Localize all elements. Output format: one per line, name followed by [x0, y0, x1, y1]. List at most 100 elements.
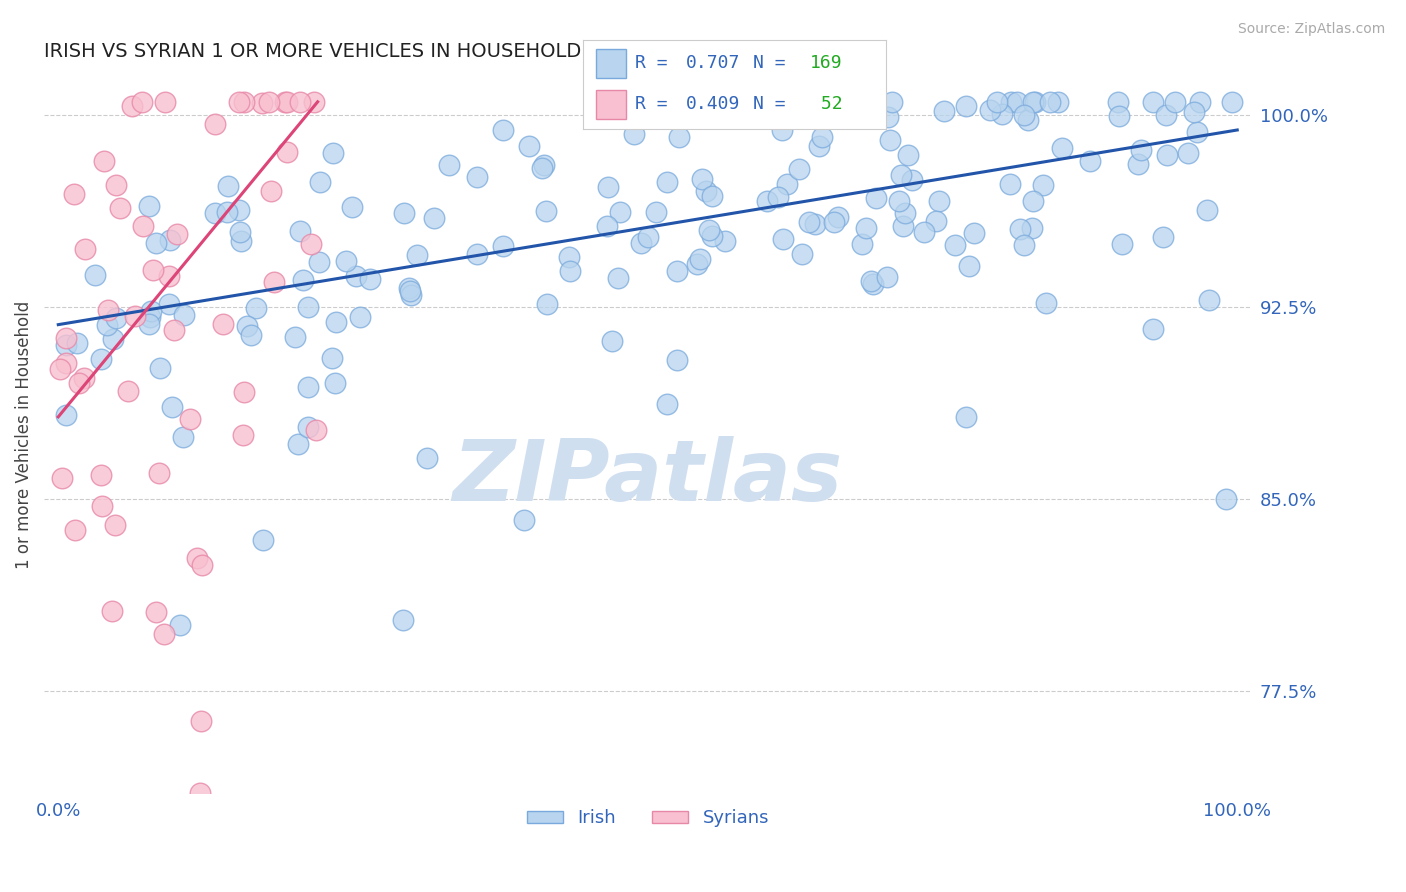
- Point: [284, 330, 307, 344]
- Point: [623, 127, 645, 141]
- Y-axis label: 1 or more Vehicles in Household: 1 or more Vehicles in Household: [15, 301, 32, 569]
- Point: [1010, 222, 1032, 236]
- Point: [252, 533, 274, 547]
- Point: [297, 300, 319, 314]
- Point: [689, 252, 711, 266]
- Point: [770, 123, 793, 137]
- Point: [790, 247, 813, 261]
- Point: [103, 332, 125, 346]
- Point: [839, 95, 862, 109]
- Point: [124, 309, 146, 323]
- Point: [305, 423, 328, 437]
- Point: [245, 301, 267, 315]
- Point: [302, 95, 325, 109]
- Point: [236, 318, 259, 333]
- Point: [290, 95, 312, 109]
- Text: 169: 169: [810, 54, 842, 72]
- Point: [1215, 491, 1237, 506]
- Point: [423, 211, 446, 225]
- Point: [702, 189, 724, 203]
- Point: [1039, 95, 1062, 109]
- Point: [229, 234, 252, 248]
- Point: [141, 304, 163, 318]
- Point: [157, 269, 180, 284]
- Point: [84, 268, 107, 282]
- Point: [1164, 95, 1187, 109]
- Point: [465, 247, 488, 261]
- Point: [204, 117, 226, 131]
- Point: [876, 110, 898, 124]
- Point: [1187, 125, 1209, 139]
- Point: [1000, 95, 1022, 109]
- Point: [862, 277, 884, 292]
- Point: [66, 336, 89, 351]
- Point: [1021, 221, 1043, 235]
- Point: [239, 328, 262, 343]
- Point: [228, 202, 250, 217]
- Point: [887, 194, 910, 209]
- Point: [557, 251, 579, 265]
- Point: [392, 206, 415, 220]
- Point: [1130, 143, 1153, 157]
- Point: [1022, 95, 1045, 109]
- Point: [138, 317, 160, 331]
- Point: [772, 232, 794, 246]
- Point: [96, 318, 118, 333]
- Point: [803, 217, 825, 231]
- Point: [153, 627, 176, 641]
- Point: [517, 139, 540, 153]
- Text: IRISH VS SYRIAN 1 OR MORE VEHICLES IN HOUSEHOLD CORRELATION CHART: IRISH VS SYRIAN 1 OR MORE VEHICLES IN HO…: [44, 42, 799, 61]
- Point: [212, 318, 235, 332]
- Point: [637, 230, 659, 244]
- Point: [398, 281, 420, 295]
- Text: ZIPatlas: ZIPatlas: [453, 436, 842, 519]
- Point: [186, 550, 208, 565]
- Point: [340, 201, 363, 215]
- Point: [645, 204, 668, 219]
- Point: [359, 272, 381, 286]
- Point: [607, 270, 630, 285]
- Point: [1012, 108, 1035, 122]
- Point: [695, 184, 717, 198]
- Point: [986, 95, 1008, 109]
- Text: N =: N =: [752, 95, 796, 113]
- Point: [700, 229, 723, 244]
- Point: [1050, 141, 1073, 155]
- Point: [190, 714, 212, 729]
- Point: [492, 122, 515, 136]
- Point: [172, 430, 194, 444]
- Point: [416, 450, 439, 465]
- Point: [117, 384, 139, 398]
- Point: [215, 205, 238, 219]
- Point: [73, 242, 96, 256]
- Point: [55, 356, 77, 370]
- Point: [97, 303, 120, 318]
- Point: [666, 264, 689, 278]
- Point: [62, 186, 84, 201]
- Point: [932, 103, 955, 118]
- Point: [894, 206, 917, 220]
- Point: [882, 95, 904, 109]
- Point: [232, 428, 254, 442]
- Point: [148, 466, 170, 480]
- Point: [335, 254, 357, 268]
- Point: [169, 618, 191, 632]
- Point: [1154, 108, 1177, 122]
- Point: [855, 220, 877, 235]
- Point: [344, 268, 367, 283]
- Point: [325, 376, 347, 390]
- Point: [349, 310, 371, 324]
- Point: [399, 284, 422, 298]
- Text: R =: R =: [636, 54, 678, 72]
- Point: [104, 178, 127, 192]
- Point: [49, 361, 72, 376]
- Point: [811, 129, 834, 144]
- Point: [1142, 321, 1164, 335]
- Point: [93, 154, 115, 169]
- Point: [513, 513, 536, 527]
- Text: R =: R =: [636, 95, 678, 113]
- Point: [1152, 230, 1174, 244]
- Point: [299, 236, 322, 251]
- Point: [309, 175, 332, 189]
- Legend: Irish, Syrians: Irish, Syrians: [519, 802, 776, 835]
